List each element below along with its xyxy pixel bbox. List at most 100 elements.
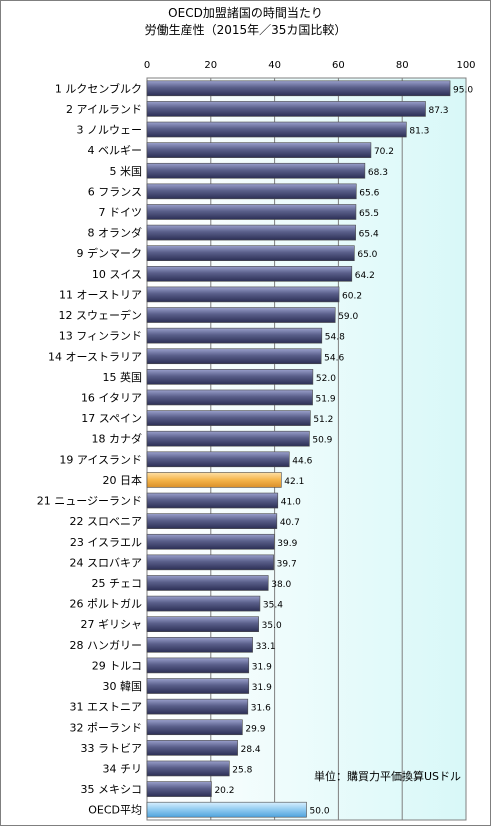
value-label: 41.0 xyxy=(281,498,301,508)
value-label: 39.7 xyxy=(277,559,297,569)
x-tick-label: 40 xyxy=(268,60,281,71)
value-label: 51.2 xyxy=(313,415,333,425)
value-label: 40.7 xyxy=(280,518,300,528)
bar xyxy=(146,492,279,509)
bar xyxy=(146,389,313,406)
value-label: 65.6 xyxy=(359,188,379,198)
category-label: 13 フィンランド xyxy=(59,330,142,343)
bar xyxy=(146,80,451,97)
bar xyxy=(146,142,372,158)
value-label: 25.8 xyxy=(232,765,252,775)
category-label: 17 スペイン xyxy=(81,412,142,425)
value-label: 70.2 xyxy=(374,147,394,157)
bar xyxy=(146,348,322,365)
bar xyxy=(146,533,275,550)
bar xyxy=(146,183,357,200)
category-label: 27 ギリシャ xyxy=(81,618,143,631)
value-label: 65.5 xyxy=(359,209,379,219)
category-label: 34 チリ xyxy=(103,762,143,775)
category-label: 6 フランス xyxy=(88,185,142,198)
value-label: 29.9 xyxy=(245,724,265,734)
category-label: 10 スイス xyxy=(92,268,142,281)
value-label: 44.6 xyxy=(292,456,312,466)
category-label: 23 イスラエル xyxy=(70,536,142,549)
category-label: 32 ポーランド xyxy=(70,721,143,734)
category-label: 16 イタリア xyxy=(81,391,142,404)
value-label: 52.0 xyxy=(316,374,336,384)
category-label: 29 トルコ xyxy=(92,659,142,672)
category-label: 1 ルクセンブルク xyxy=(55,81,142,95)
bar xyxy=(146,760,230,777)
x-tick-label: 60 xyxy=(332,60,345,71)
bar xyxy=(146,430,310,447)
bar xyxy=(146,369,314,385)
category-label: 12 スウェーデン xyxy=(59,308,143,322)
bar xyxy=(146,162,366,179)
value-label: 50.9 xyxy=(312,436,332,446)
value-label: 60.2 xyxy=(342,291,362,301)
value-label: 31.6 xyxy=(251,704,271,714)
bar-oecd-average xyxy=(146,801,307,818)
bar xyxy=(146,307,336,323)
bar xyxy=(146,595,261,612)
value-label: 59.0 xyxy=(338,312,358,322)
category-label: 30 韓国 xyxy=(103,680,143,693)
category-label: 33 ラトビア xyxy=(81,742,143,755)
category-label: 3 ノルウェー xyxy=(77,124,143,137)
bar xyxy=(146,513,278,529)
bar xyxy=(146,451,290,468)
category-label: 24 スロバキア xyxy=(70,556,143,569)
category-label: 15 英国 xyxy=(103,370,143,384)
category-label: 8 オランダ xyxy=(88,226,143,240)
value-label: 65.4 xyxy=(359,230,379,240)
category-label: 9 デンマーク xyxy=(77,246,143,260)
bar xyxy=(146,286,340,303)
x-tick-label: 0 xyxy=(144,60,150,71)
category-label: 31 エストニア xyxy=(70,701,143,714)
plot-area xyxy=(147,78,466,820)
bar xyxy=(146,245,355,261)
value-label: 54.6 xyxy=(324,353,344,363)
category-label: OECD平均 xyxy=(88,804,142,817)
bar xyxy=(146,327,323,344)
value-label: 38.0 xyxy=(271,580,291,590)
bar xyxy=(146,121,407,138)
value-label: 35.4 xyxy=(263,601,283,611)
value-label: 51.9 xyxy=(316,394,336,404)
category-label: 4 ベルギー xyxy=(88,144,143,157)
bar-japan xyxy=(146,472,282,488)
plot-border xyxy=(146,77,467,821)
chart-subtitle: 労働生産性（2015年／35カ国比較） xyxy=(144,23,347,37)
bar xyxy=(146,698,249,715)
bar xyxy=(146,554,274,571)
bar xyxy=(146,101,426,117)
category-label: 14 オーストラリア xyxy=(48,350,142,363)
value-label: 81.3 xyxy=(409,127,429,137)
value-label: 20.2 xyxy=(214,786,234,796)
x-tick-label: 100 xyxy=(456,60,475,71)
value-label: 28.4 xyxy=(241,745,261,755)
value-label: 64.2 xyxy=(355,271,375,281)
bar xyxy=(146,204,357,220)
value-label: 50.0 xyxy=(310,807,330,817)
value-label: 42.1 xyxy=(284,477,304,487)
value-label: 39.9 xyxy=(277,539,297,549)
bar xyxy=(146,224,356,241)
category-label: 7 ドイツ xyxy=(99,206,143,219)
category-label: 18 カナダ xyxy=(92,432,143,446)
category-label: 25 チェコ xyxy=(92,577,143,590)
category-label: 2 アイルランド xyxy=(66,103,142,116)
value-label: 68.3 xyxy=(368,168,388,178)
value-label: 95.0 xyxy=(453,85,473,95)
bar xyxy=(146,740,238,756)
x-tick-label: 20 xyxy=(204,60,217,71)
value-label: 87.3 xyxy=(428,106,448,116)
bar xyxy=(146,266,353,282)
category-label: 28 ハンガリー xyxy=(70,639,143,652)
bar xyxy=(146,657,250,674)
value-label: 33.1 xyxy=(256,642,276,652)
bar xyxy=(146,719,243,736)
x-tick-label: 80 xyxy=(396,60,409,71)
value-label: 31.9 xyxy=(252,683,272,693)
